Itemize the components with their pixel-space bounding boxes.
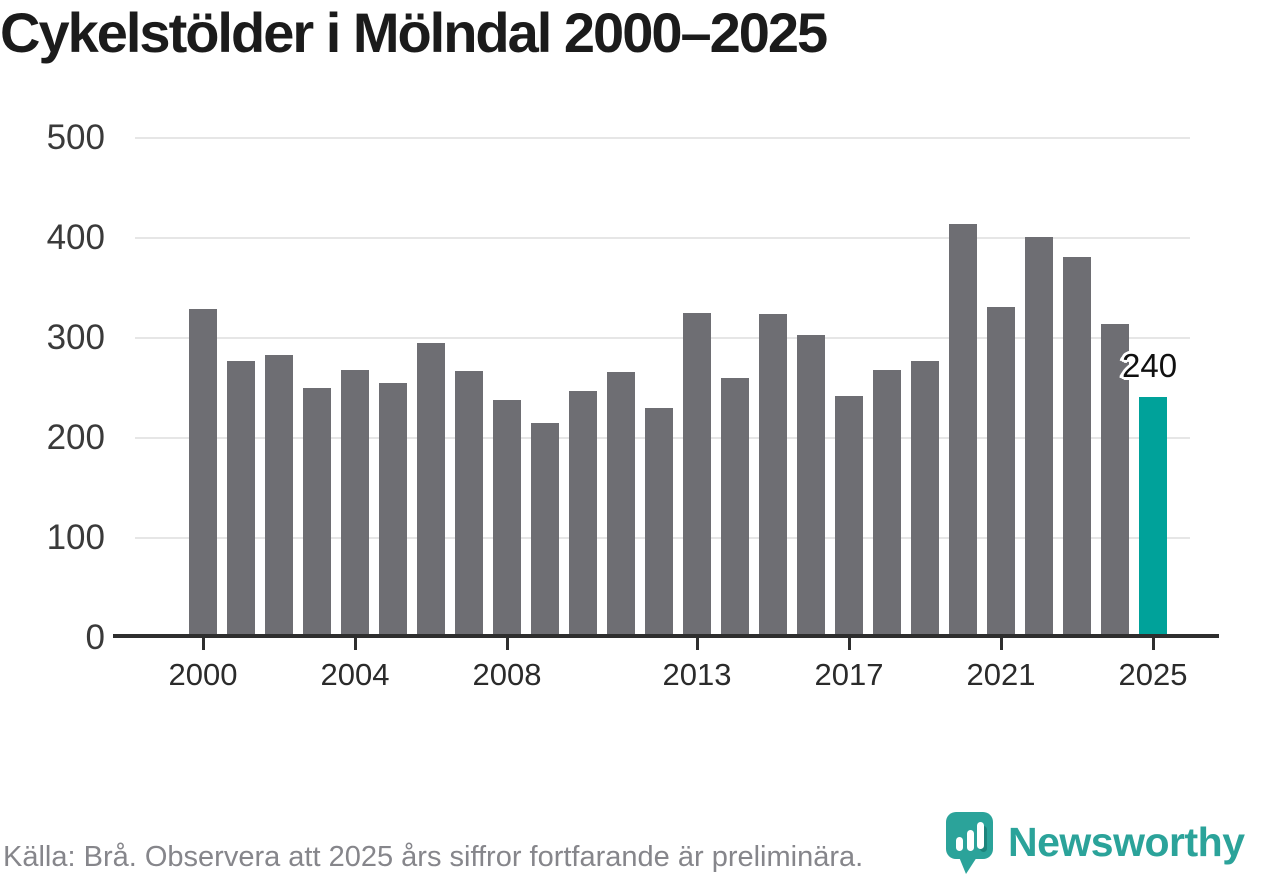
source-note: Källa: Brå. Observera att 2025 års siffr… [3,841,864,873]
y-tick-label: 200 [46,418,105,457]
x-tick [695,638,699,650]
bar-2007 [455,371,483,637]
bar-2014 [721,378,749,637]
bar-2022 [1025,237,1053,637]
bar-2021 [987,307,1015,637]
y-tick-label: 400 [46,218,105,257]
y-tick-label: 0 [85,618,105,657]
bar-2013 [683,313,711,637]
bar-2002 [265,355,293,637]
x-axis-line [113,634,1219,638]
bar-2011 [607,372,635,637]
chart-title: Cykelstölder i Mölndal 2000–2025 [0,1,828,64]
bar-2009 [531,423,559,637]
bar-2025 [1139,397,1167,637]
y-tick-label: 300 [46,318,105,357]
bar-2005 [379,383,407,637]
plot-area [135,137,1190,637]
newsworthy-bubble-icon [946,812,993,874]
bar-2020 [949,224,977,637]
x-tick-label: 2004 [320,657,390,692]
gridline [135,137,1190,139]
bar-2008 [493,400,521,637]
bar-2001 [227,361,255,637]
bar-2010 [569,391,597,637]
x-axis: 2000 2004 2008 2013 2017 2021 2025 [135,638,1215,708]
value-annotation: 240 [1122,347,1178,384]
bar-2017 [835,396,863,637]
bar-2018 [873,370,901,637]
brand-name: Newsworthy [1008,819,1245,865]
bar-2004 [341,370,369,637]
x-tick-label: 2013 [662,657,732,692]
x-tick [201,638,205,650]
x-tick-label: 2008 [472,657,542,692]
bar-2015 [759,314,787,637]
bar-2006 [417,343,445,637]
gridline [135,337,1190,339]
x-tick-label: 2017 [814,657,884,692]
bar-2019 [911,361,939,637]
y-tick-label: 100 [46,518,105,557]
y-tick-label: 500 [46,118,105,157]
x-tick [505,638,509,650]
bar-2016 [797,335,825,637]
gridline [135,237,1190,239]
x-tick-label: 2021 [966,657,1036,692]
x-tick [999,638,1003,650]
bar-2000 [189,309,217,637]
newsworthy-logo[interactable]: Newsworthy [946,812,1245,876]
bar-2003 [303,388,331,637]
x-tick-label: 2025 [1118,657,1188,692]
bar-2024 [1101,324,1129,637]
bar-2023 [1063,257,1091,637]
bar-2012 [645,408,673,637]
y-axis-labels: 0 100 200 300 400 500 [0,0,105,700]
x-tick [1151,638,1155,650]
x-tick [847,638,851,650]
x-tick-label: 2000 [168,657,238,692]
x-tick [353,638,357,650]
